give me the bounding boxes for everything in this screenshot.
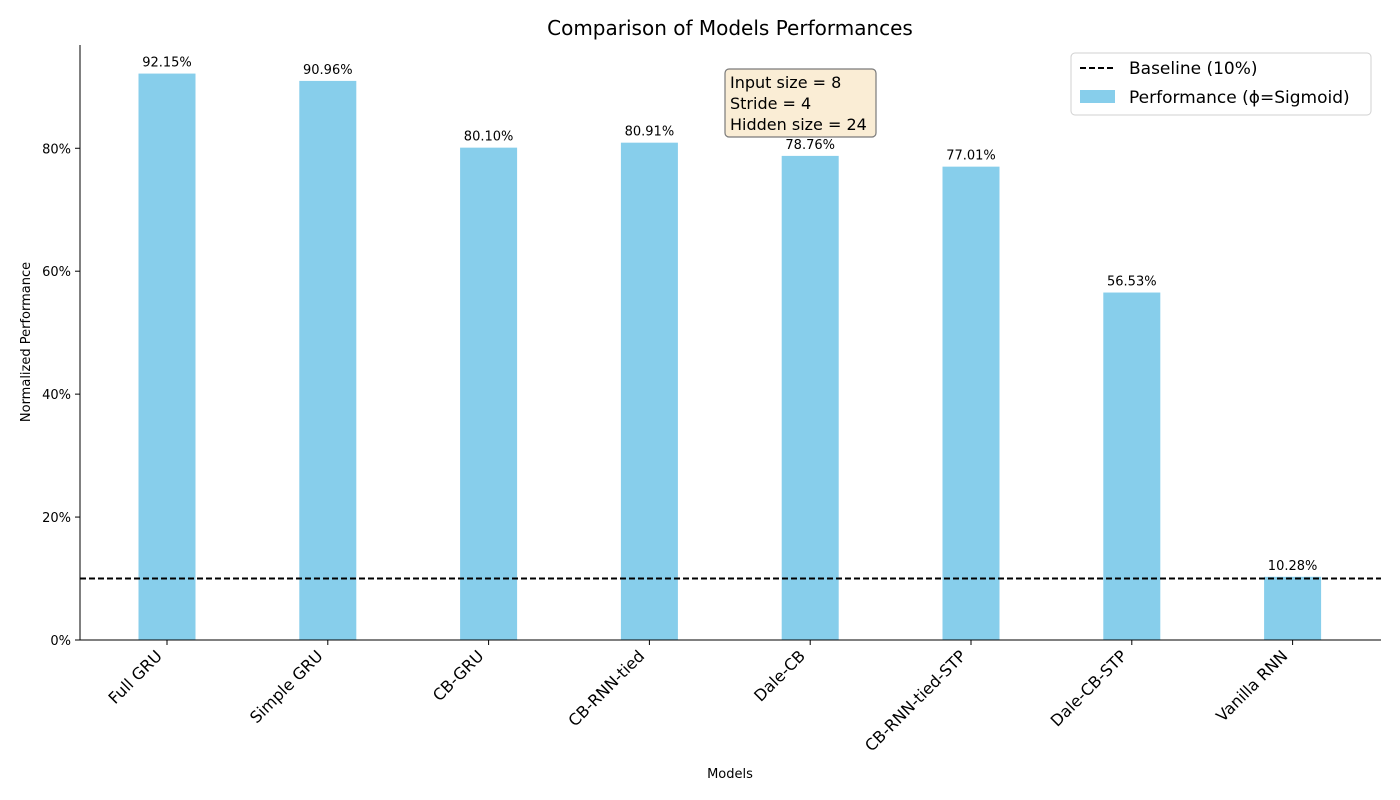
x-tick-label-full-gru: Full GRU xyxy=(105,646,166,707)
data-labels-group: 92.15% 90.96% 80.10% 80.91% 78.76% 77.01% 56.5… xyxy=(142,56,1317,574)
x-tick-label-dale-cb-stp: Dale-CB-STP xyxy=(1047,646,1131,730)
x-tick-label-cb-rnn-tied: CB-RNN-tied xyxy=(564,646,648,730)
data-label-cb-gru: 80.10% xyxy=(464,130,514,145)
x-tick-label-cb-rnn-tied-stp: CB-RNN-tied-STP xyxy=(861,646,970,755)
x-tick-label-vanilla-rnn: Vanilla RNN xyxy=(1212,646,1291,725)
bar-full-gru xyxy=(138,73,196,640)
bar-dale-cb xyxy=(781,155,839,641)
bar-cb-rnn-tied xyxy=(620,142,678,641)
x-tick-label-dale-cb: Dale-CB xyxy=(750,646,809,705)
x-ticks-group: Full GRU Simple GRU CB-GRU CB-RNN-tied Dale-… xyxy=(105,640,1294,755)
data-label-cb-rnn-tied: 80.91% xyxy=(625,125,675,140)
data-label-cb-rnn-tied-stp: 77.01% xyxy=(946,149,996,164)
chart-title: Comparison of Models Performances xyxy=(547,16,913,40)
y-tick-label: 60% xyxy=(42,265,71,280)
bar-vanilla-rnn xyxy=(1264,576,1322,640)
data-label-dale-cb-stp: 56.53% xyxy=(1107,275,1157,290)
y-ticks-group: 0% 20% 40% 60% 80% xyxy=(42,142,80,649)
y-axis-label: Normalized Performance xyxy=(19,262,34,422)
data-label-full-gru: 92.15% xyxy=(142,56,192,71)
data-label-vanilla-rnn: 10.28% xyxy=(1268,559,1318,574)
annotation-line-input-size: Input size = 8 xyxy=(730,73,841,92)
data-label-simple-gru: 90.96% xyxy=(303,63,353,78)
x-axis-label: Models xyxy=(707,767,753,782)
x-tick-label-simple-gru: Simple GRU xyxy=(246,646,327,727)
bar-dale-cb-stp xyxy=(1103,292,1161,640)
legend-performance-label: Performance (ϕ=Sigmoid) xyxy=(1129,88,1350,108)
y-tick-label: 20% xyxy=(42,511,71,526)
y-tick-label: 0% xyxy=(50,634,71,649)
annotation-line-hidden-size: Hidden size = 24 xyxy=(730,115,867,134)
legend-frame xyxy=(1070,52,1372,116)
bars-group xyxy=(138,73,1322,641)
y-tick-label: 80% xyxy=(42,142,71,157)
x-tick-label-cb-gru: CB-GRU xyxy=(429,646,488,705)
legend-performance-swatch xyxy=(1080,90,1115,103)
bar-cb-rnn-tied-stp xyxy=(942,166,1000,641)
bar-cb-gru xyxy=(460,147,518,641)
legend-baseline-label: Baseline (10%) xyxy=(1129,59,1258,79)
bar-simple-gru xyxy=(299,80,357,640)
axes-group xyxy=(79,45,1381,641)
annotation-line-stride: Stride = 4 xyxy=(730,94,811,113)
y-tick-label: 40% xyxy=(42,388,71,403)
annotation-box: Input size = 8 Stride = 4 Hidden size = … xyxy=(724,68,877,138)
annotation-background xyxy=(724,68,877,138)
data-label-dale-cb: 78.76% xyxy=(785,138,835,153)
legend: Baseline (10%) Performance (ϕ=Sigmoid) xyxy=(1070,52,1372,116)
